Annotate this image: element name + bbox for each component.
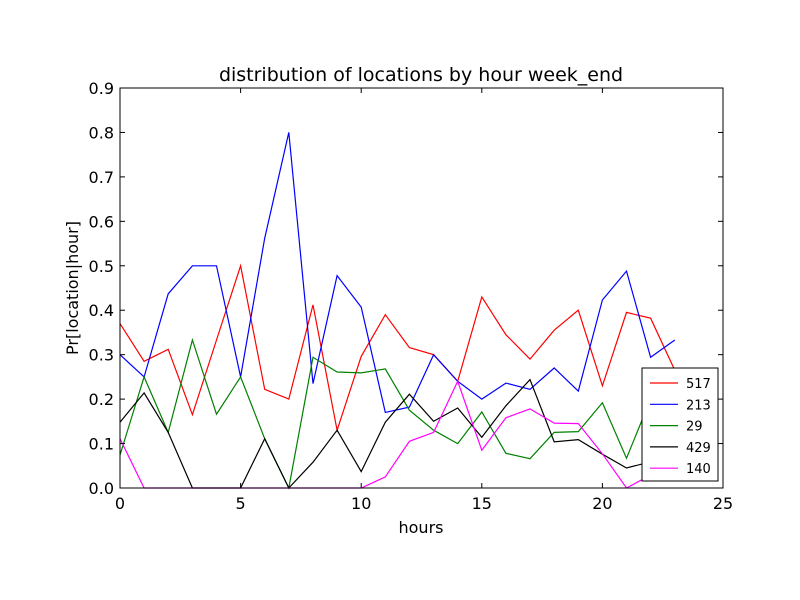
x-tick-label: 10	[351, 494, 371, 513]
series-line-429	[119, 378, 675, 490]
series-line-29	[119, 337, 675, 490]
x-tick-label: 25	[713, 494, 733, 513]
y-tick-label: 0.4	[89, 301, 114, 320]
legend-label-429: 429	[686, 441, 711, 456]
y-tick-label: 0.8	[89, 123, 114, 142]
y-tick-label: 0.9	[89, 79, 114, 98]
x-tick-label: 15	[472, 494, 492, 513]
legend-label-140: 140	[686, 462, 711, 477]
legend-label-517: 517	[686, 377, 711, 392]
y-axis-label: Pr[location|hour]	[63, 221, 82, 355]
legend-box	[641, 367, 719, 482]
y-tick-label: 0.5	[89, 257, 114, 276]
x-tick-label: 0	[115, 494, 125, 513]
y-tick-label: 0.3	[89, 346, 114, 365]
x-axis-label: hours	[399, 518, 444, 537]
series-line-213	[119, 132, 676, 414]
y-tick-label: 0.0	[89, 479, 114, 498]
y-tick-label: 0.1	[89, 435, 114, 454]
series-line-140	[119, 379, 675, 489]
legend-label-29: 29	[686, 420, 703, 435]
y-tick-label: 0.7	[89, 168, 114, 187]
y-tick-label: 0.2	[89, 390, 114, 409]
x-tick-label: 20	[592, 494, 612, 513]
legend-label-213: 213	[686, 398, 711, 413]
series-line-517	[119, 263, 676, 433]
plot-area-frame	[119, 87, 724, 489]
chart-title: distribution of locations by hour week_e…	[219, 64, 623, 86]
x-tick-label: 5	[236, 494, 246, 513]
y-tick-label: 0.6	[89, 212, 114, 231]
